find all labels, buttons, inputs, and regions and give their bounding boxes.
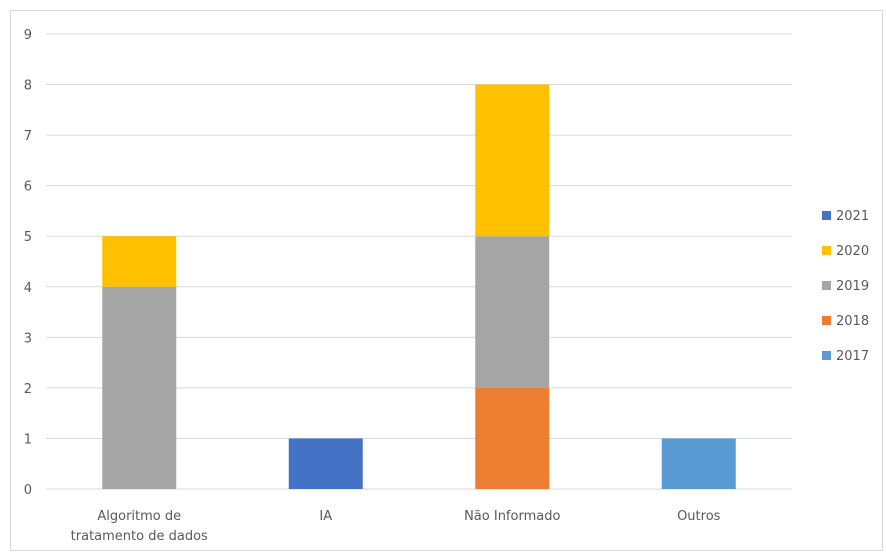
legend: 2021 2020 2019 2018 2017 <box>822 209 869 364</box>
bar-segment-2019-cat-0 <box>102 286 177 489</box>
legend-swatch-2018 <box>822 316 831 325</box>
legend-swatch-2017 <box>822 351 831 360</box>
bar-segment-2021-cat-1 <box>288 438 363 489</box>
x-category-label: tratamento de dados <box>71 529 208 544</box>
legend-label-2017: 2017 <box>836 349 869 364</box>
bar-segment-2020-cat-2 <box>475 84 550 237</box>
legend-swatch-2021 <box>822 211 831 220</box>
legend-label-2020: 2020 <box>836 244 869 259</box>
y-tick-label: 5 <box>24 230 32 245</box>
y-tick-label: 0 <box>24 483 32 498</box>
y-tick-label: 2 <box>24 382 32 397</box>
bar-segment-2018-cat-2 <box>475 387 550 489</box>
y-tick-label: 4 <box>24 281 32 296</box>
bar-segment-2020-cat-0 <box>102 236 177 287</box>
bar-segment-2019-cat-2 <box>475 236 550 388</box>
x-axis-labels: Algoritmo de tratamento de dados IA Não Inf… <box>71 509 721 544</box>
y-tick-label: 9 <box>24 28 32 43</box>
y-tick-label: 1 <box>24 432 32 447</box>
bar-segment-2017-cat-3 <box>661 438 736 489</box>
y-tick-label: 8 <box>24 79 32 94</box>
y-tick-label: 6 <box>24 180 32 195</box>
legend-label-2021: 2021 <box>836 209 869 224</box>
legend-label-2018: 2018 <box>836 314 869 329</box>
legend-swatch-2020 <box>822 246 831 255</box>
x-category-label: Algoritmo de <box>97 509 181 524</box>
x-category-label: Não Informado <box>464 509 560 524</box>
legend-label-2019: 2019 <box>836 279 869 294</box>
legend-swatch-2019 <box>822 281 831 290</box>
bars <box>102 84 736 489</box>
x-category-label: Outros <box>677 509 721 524</box>
x-category-label: IA <box>319 509 332 524</box>
y-axis-ticks: 0 1 2 3 4 5 6 7 8 9 <box>24 28 32 498</box>
y-tick-label: 7 <box>24 129 32 144</box>
y-tick-label: 3 <box>24 331 32 346</box>
